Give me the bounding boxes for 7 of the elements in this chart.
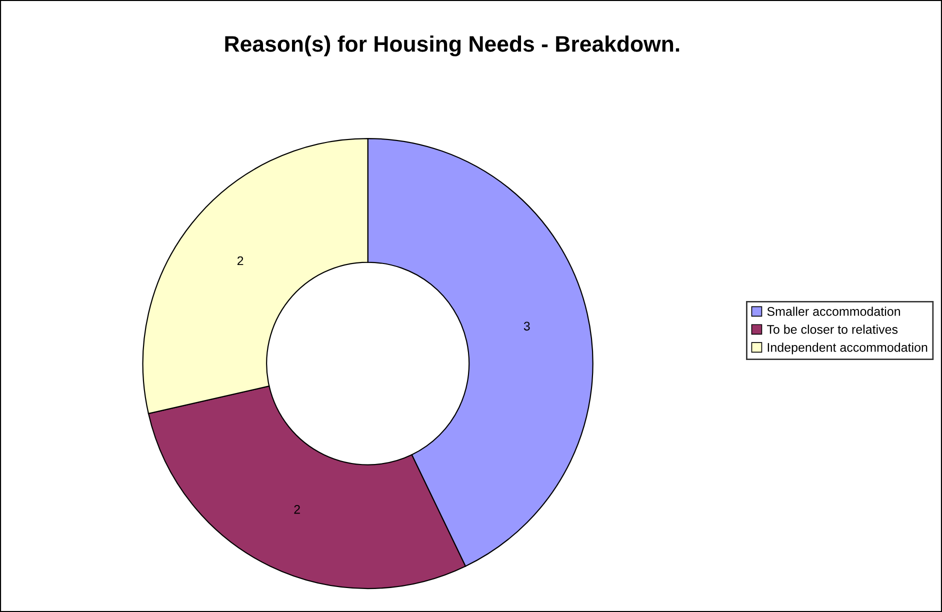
data-label: 2 [237,256,244,266]
chart-title: Reason(s) for Housing Needs - Breakdown. [225,35,680,56]
data-label: 2 [294,505,300,514]
legend-label: Smaller accommodation [767,306,900,316]
data-label: 3 [524,322,530,331]
legend-label: To be closer to relatives [766,324,898,334]
legend-label: Independent accommodation [768,342,928,354]
